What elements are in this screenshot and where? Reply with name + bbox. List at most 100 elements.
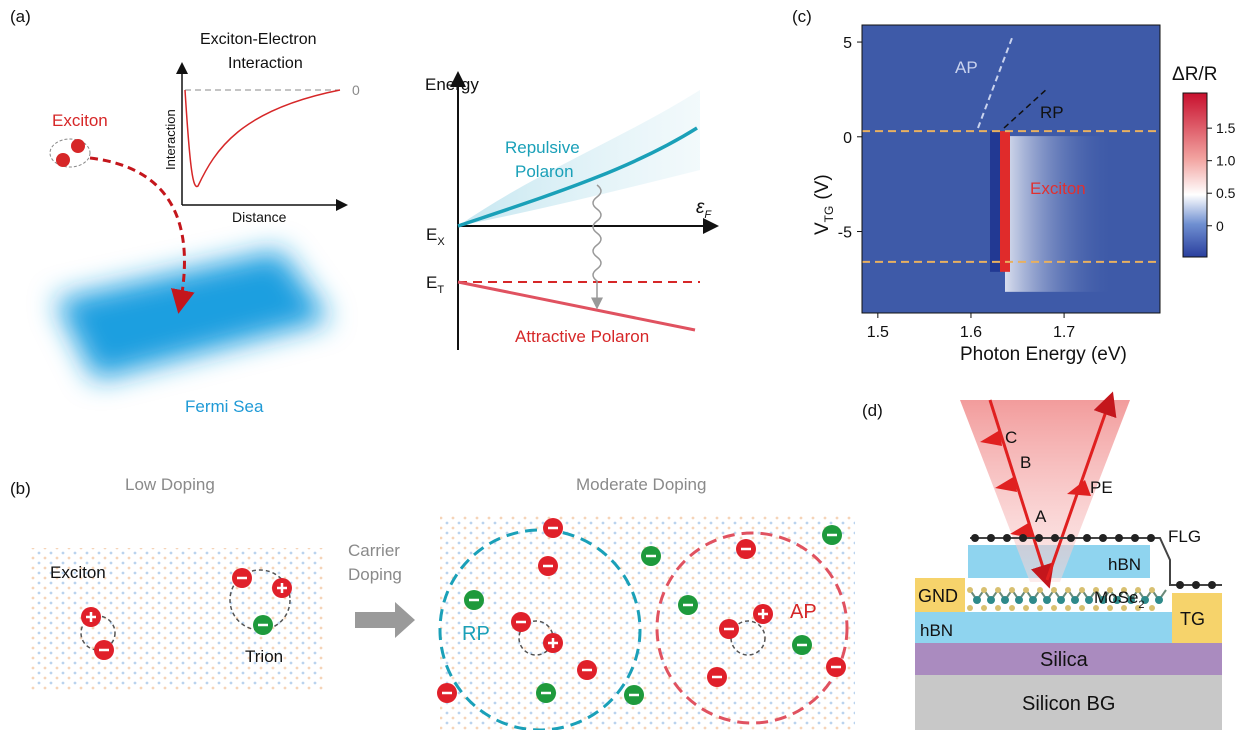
se-atom	[1051, 605, 1057, 611]
sub: T	[437, 284, 444, 296]
colorbar	[1183, 93, 1207, 257]
e: E	[426, 225, 437, 244]
x-axis-label: Photon Energy (eV)	[960, 344, 1127, 365]
inset-y-label: Interaction	[163, 109, 178, 170]
panel-label: (d)	[862, 401, 883, 420]
y-tick-label: -5	[838, 225, 852, 242]
y-tick-label: 5	[843, 35, 852, 52]
dark-band	[990, 131, 1000, 272]
beam-label: B	[1020, 453, 1031, 472]
panel-a: (a) Fermi Sea Exciton 0 Exciton-Electron…	[10, 7, 715, 416]
mo-atom	[1043, 596, 1051, 604]
inset-x-label: Distance	[232, 209, 287, 225]
c-atom	[1192, 581, 1200, 589]
fermi-sea	[55, 250, 330, 380]
unit: (V)	[812, 174, 833, 199]
c-atom	[1019, 534, 1027, 542]
mo-atom	[1071, 596, 1079, 604]
silicon-label: Silicon BG	[1022, 693, 1115, 715]
inset-title: Exciton-Electron	[200, 31, 317, 48]
energy-label: Energy	[425, 75, 479, 94]
panel-c: (c) 1.51.61.7-50500.51.01.5 Photon Energ…	[792, 7, 1236, 365]
colorbar-tick-label: 1.5	[1216, 120, 1236, 136]
se-atom	[1037, 605, 1043, 611]
colorbar-tick-label: 1.0	[1216, 153, 1236, 169]
se-atom	[1023, 587, 1029, 593]
mo-atom	[1085, 596, 1093, 604]
mo-atom	[1155, 596, 1163, 604]
pe-label: PE	[1090, 478, 1113, 497]
mose: MoSe	[1094, 588, 1138, 607]
c-atom	[1131, 534, 1139, 542]
hbn-bottom	[915, 612, 1172, 643]
mo-atom	[1001, 596, 1009, 604]
tg-label: TG	[1180, 609, 1205, 629]
low-doping: Low Doping	[125, 475, 215, 494]
photon	[593, 185, 601, 305]
rp-label: RP	[1040, 103, 1064, 122]
sub: TG	[822, 206, 836, 223]
se-atom	[1023, 605, 1029, 611]
eps-sub: F	[704, 209, 712, 221]
colorbar-tick-label: 0.5	[1216, 185, 1236, 201]
panel-label: (a)	[10, 7, 31, 26]
sub: 2	[1138, 599, 1144, 611]
exciton-band	[1000, 131, 1010, 272]
white-tail	[1005, 136, 1115, 292]
eps-label: εF	[696, 197, 712, 221]
mo-atom	[1057, 596, 1065, 604]
gnd-label: GND	[918, 586, 958, 606]
ap-label: AP	[955, 58, 978, 77]
se-atom	[967, 605, 973, 611]
polaron-band	[458, 90, 700, 226]
se-atom	[1009, 587, 1015, 593]
se-atom	[1079, 605, 1085, 611]
mo-atom	[1015, 596, 1023, 604]
y-axis-label: VTG(V)	[812, 174, 836, 235]
ex-label: EX	[426, 225, 445, 248]
se-atom	[995, 587, 1001, 593]
ap-label: AP	[790, 601, 817, 623]
attractive-curve	[458, 282, 695, 330]
colorbar-title: ΔR/R	[1172, 64, 1217, 85]
se-atom	[981, 605, 987, 611]
exciton-label: Exciton	[52, 111, 108, 130]
c-atom	[1099, 534, 1107, 542]
se-atom	[1149, 587, 1155, 593]
colorbar-tick-label: 0	[1216, 218, 1224, 234]
panel-d: (d) C B A PE FLG hBN MoSe2 GND hBN TG Si…	[862, 400, 1222, 730]
et-label: ET	[426, 273, 444, 296]
e: E	[426, 273, 437, 292]
c-atom	[1067, 534, 1075, 542]
figure: (a) Fermi Sea Exciton 0 Exciton-Electron…	[0, 0, 1252, 730]
sub: X	[437, 236, 445, 248]
c-atom	[1176, 581, 1184, 589]
y-tick-label: 0	[843, 130, 852, 147]
beam-label: C	[1005, 428, 1017, 447]
se-atom	[1009, 605, 1015, 611]
attractive-label: Attractive Polaron	[515, 327, 649, 346]
c-atom	[1208, 581, 1216, 589]
moderate-doping: Moderate Doping	[576, 475, 706, 494]
repulsive-label: Polaron	[515, 162, 574, 181]
se-atom	[1037, 587, 1043, 593]
x-tick-label: 1.6	[960, 324, 982, 341]
se-atom	[1079, 587, 1085, 593]
mo-atom	[987, 596, 995, 604]
se-atom	[967, 587, 973, 593]
c-atom	[971, 534, 979, 542]
se-atom	[995, 605, 1001, 611]
c-atom	[1051, 534, 1059, 542]
se-atom	[1149, 605, 1155, 611]
x-tick-label: 1.7	[1053, 324, 1075, 341]
mo-atom	[973, 596, 981, 604]
se-atom	[1065, 587, 1071, 593]
se-atom	[1065, 605, 1071, 611]
silica-label: Silica	[1040, 649, 1089, 671]
fermi-sea-label: Fermi Sea	[185, 397, 264, 416]
x-tick-label: 1.5	[867, 324, 889, 341]
beam-label: A	[1035, 507, 1047, 526]
interaction-curve	[185, 90, 340, 186]
c-atom	[1003, 534, 1011, 542]
panel-b: (b) Low Doping Moderate Doping Exciton T…	[10, 475, 855, 730]
